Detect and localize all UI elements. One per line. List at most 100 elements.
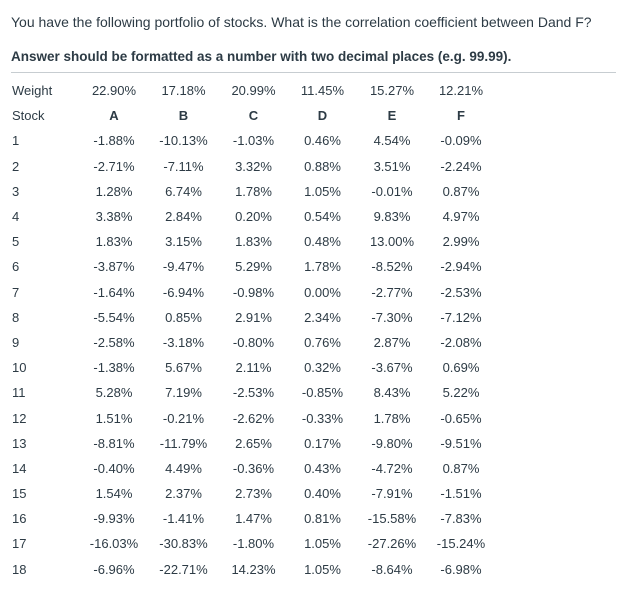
table-row: 5 1.83% 3.15% 1.83% 0.48% 13.00% 2.99% xyxy=(8,229,494,254)
stock-header: C xyxy=(248,108,259,124)
period-number: 8 xyxy=(12,309,20,325)
return-cell: -15.58% xyxy=(367,511,417,527)
return-cell: -1.51% xyxy=(440,486,482,502)
table-row: 2 -2.71% -7.11% 3.32% 0.88% 3.51% -2.24% xyxy=(8,154,494,179)
return-cell: 0.46% xyxy=(304,133,341,149)
stock-header-row: Stock A B C D E F xyxy=(8,103,494,128)
table-row: 15 1.54% 2.37% 2.73% 0.40% -7.91% -1.51% xyxy=(8,481,494,506)
period-number: 3 xyxy=(12,183,20,199)
period-number: 15 xyxy=(12,486,27,502)
return-cell: -6.98% xyxy=(440,561,482,577)
table-row: 1 -1.88% -10.13% -1.03% 0.46% 4.54% -0.09% xyxy=(8,128,494,153)
weight-cell: 12.21% xyxy=(438,83,484,99)
return-cell: 3.51% xyxy=(373,158,411,174)
return-cell: 0.40% xyxy=(304,486,341,502)
return-cell: 1.28% xyxy=(95,183,133,199)
return-cell: 0.88% xyxy=(304,158,341,174)
return-cell: -2.08% xyxy=(440,334,482,350)
return-cell: -9.93% xyxy=(93,511,135,527)
return-cell: 1.05% xyxy=(304,561,341,577)
return-cell: 2.87% xyxy=(373,334,411,350)
table-row: 4 3.38% 2.84% 0.20% 0.54% 9.83% 4.97% xyxy=(8,204,494,229)
return-cell: 2.37% xyxy=(165,486,202,502)
return-cell: -0.01% xyxy=(371,183,413,199)
return-cell: 1.51% xyxy=(95,410,133,426)
table-row: 6 -3.87% -9.47% 5.29% 1.78% -8.52% -2.94% xyxy=(8,254,494,279)
return-cell: 0.54% xyxy=(304,209,341,225)
return-cell: 4.54% xyxy=(373,133,411,149)
table-row: 11 5.28% 7.19% -2.53% -0.85% 8.43% 5.22% xyxy=(8,380,494,405)
question-text: You have the following portfolio of stoc… xyxy=(11,14,592,30)
return-cell: -2.24% xyxy=(440,158,482,174)
return-cell: -7.11% xyxy=(163,158,204,174)
return-cell: 5.67% xyxy=(165,360,202,376)
return-cell: -2.77% xyxy=(371,284,413,300)
weight-cell: 11.45% xyxy=(300,83,345,99)
divider xyxy=(11,72,616,73)
weight-cell: 20.99% xyxy=(231,83,276,99)
portfolio-table: Weight 22.90% 17.18% 20.99% 11.45% 15.27… xyxy=(8,78,494,582)
return-cell: 9.83% xyxy=(373,209,411,225)
return-cell: -2.71% xyxy=(93,158,135,174)
return-cell: -0.09% xyxy=(440,133,482,149)
return-cell: -0.65% xyxy=(440,410,482,426)
return-cell: -10.13% xyxy=(159,133,208,149)
return-cell: -2.53% xyxy=(440,284,482,300)
weight-cell: 22.90% xyxy=(91,83,137,99)
return-cell: -2.62% xyxy=(232,410,275,426)
stock-header: E xyxy=(387,108,397,124)
return-cell: -0.85% xyxy=(301,385,344,401)
return-cell: 8.43% xyxy=(373,385,411,401)
table-row: 3 1.28% 6.74% 1.78% 1.05% -0.01% 0.87% xyxy=(8,179,494,204)
period-number: 13 xyxy=(12,435,27,451)
return-cell: -7.12% xyxy=(440,309,482,325)
return-cell: -9.47% xyxy=(162,259,205,275)
return-cell: -0.21% xyxy=(162,410,205,426)
table-row: 14 -0.40% 4.49% -0.36% 0.43% -4.72% 0.87% xyxy=(8,456,494,481)
return-cell: -5.54% xyxy=(93,309,135,325)
table-row: 7 -1.64% -6.94% -0.98% 0.00% -2.77% -2.53% xyxy=(8,280,494,305)
return-cell: -1.03% xyxy=(232,133,275,149)
return-cell: 0.32% xyxy=(304,360,341,376)
stock-label: Stock xyxy=(12,108,45,124)
return-cell: 2.99% xyxy=(442,234,480,250)
return-cell: -27.26% xyxy=(367,536,417,552)
return-cell: 1.78% xyxy=(304,259,341,275)
return-cell: -2.94% xyxy=(440,259,482,275)
return-cell: -16.03% xyxy=(89,536,139,552)
return-cell: 1.05% xyxy=(304,183,341,199)
return-cell: 3.32% xyxy=(235,158,272,174)
weight-row: Weight 22.90% 17.18% 20.99% 11.45% 15.27… xyxy=(8,78,494,103)
table-row: 16 -9.93% -1.41% 1.47% 0.81% -15.58% -7.83% xyxy=(8,506,494,531)
period-number: 18 xyxy=(12,561,27,577)
return-cell: -6.96% xyxy=(93,561,135,577)
return-cell: 0.85% xyxy=(165,309,202,325)
return-cell: -7.91% xyxy=(371,486,413,502)
return-cell: -0.36% xyxy=(232,460,275,476)
return-cell: 4.49% xyxy=(165,460,202,476)
return-cell: 0.69% xyxy=(442,360,480,376)
period-number: 4 xyxy=(12,209,20,225)
return-cell: -0.80% xyxy=(232,334,275,350)
return-cell: 1.05% xyxy=(304,536,341,552)
return-cell: 0.81% xyxy=(304,511,341,527)
return-cell: -0.33% xyxy=(301,410,344,426)
return-cell: 3.15% xyxy=(165,234,202,250)
period-number: 16 xyxy=(12,511,27,527)
return-cell: 1.83% xyxy=(235,234,272,250)
return-cell: 0.87% xyxy=(442,460,480,476)
return-cell: 0.20% xyxy=(235,209,272,225)
return-cell: -1.80% xyxy=(232,536,275,552)
return-cell: -8.52% xyxy=(371,259,413,275)
return-cell: 5.28% xyxy=(95,385,133,401)
return-cell: -9.80% xyxy=(371,435,413,451)
return-cell: -2.53% xyxy=(232,385,275,401)
weight-label: Weight xyxy=(12,83,53,99)
return-cell: -0.98% xyxy=(232,284,275,300)
return-cell: -2.58% xyxy=(93,334,135,350)
return-cell: 0.87% xyxy=(442,183,480,199)
period-number: 9 xyxy=(12,334,20,350)
return-cell: -0.40% xyxy=(93,460,135,476)
table-row: 13 -8.81% -11.79% 2.65% 0.17% -9.80% -9.51% xyxy=(8,431,494,456)
return-cell: 2.11% xyxy=(235,360,272,376)
